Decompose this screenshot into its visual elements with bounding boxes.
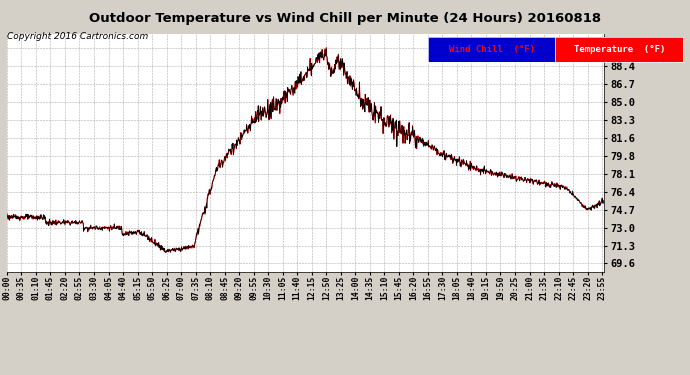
Text: Outdoor Temperature vs Wind Chill per Minute (24 Hours) 20160818: Outdoor Temperature vs Wind Chill per Mi… bbox=[89, 12, 601, 25]
Text: Wind Chill  (°F): Wind Chill (°F) bbox=[448, 45, 535, 54]
Text: Temperature  (°F): Temperature (°F) bbox=[573, 45, 665, 54]
Text: Copyright 2016 Cartronics.com: Copyright 2016 Cartronics.com bbox=[7, 32, 148, 41]
